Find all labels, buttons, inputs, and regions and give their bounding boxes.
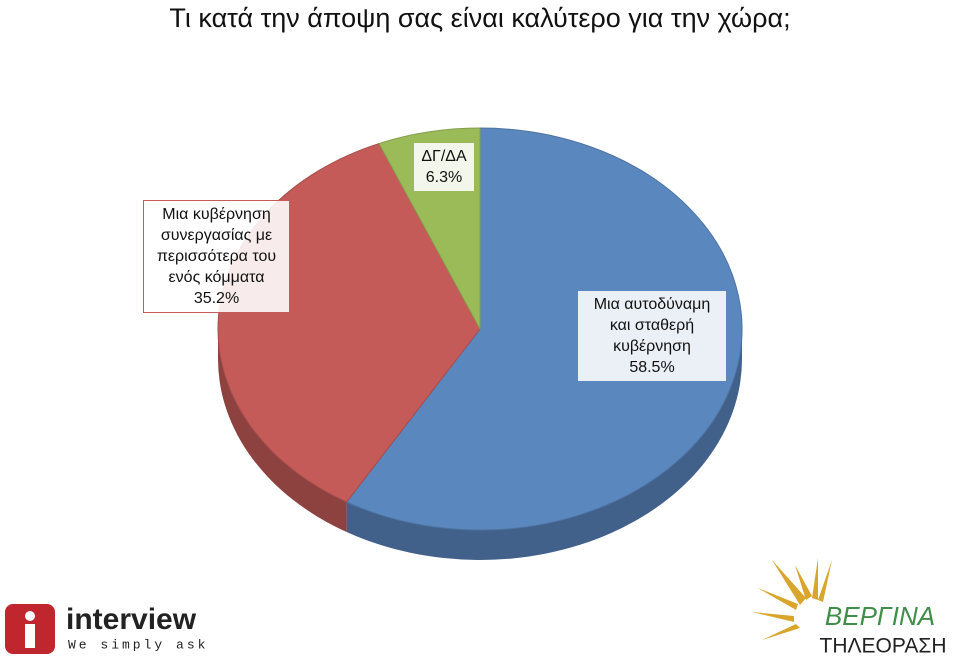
- vergina-logo: ΒΕΡΓΙΝΑ ΤΗΛΕΟΡΑΣΗ: [752, 558, 946, 658]
- slice-side: [218, 329, 347, 533]
- logo-sub: ΤΗΛΕΟΡΑΣΗ: [820, 635, 947, 658]
- label-value: 58.5%: [629, 359, 675, 376]
- interview-logo: interview We simply ask: [5, 603, 208, 654]
- sun-rays: [752, 558, 832, 640]
- label-value: 35.2%: [193, 290, 240, 307]
- chart-title: Τι κατά την άποψη σας είναι καλύτερο για…: [169, 3, 790, 33]
- label-category: ΔΓ/ΔΑ: [421, 148, 467, 165]
- logo-slogan: We simply ask: [68, 637, 208, 652]
- label-category: Μια αυτοδύναμη και σταθερή κυβέρνηση: [593, 296, 711, 355]
- logo-name: interview: [66, 603, 197, 636]
- logo-name: ΒΕΡΓΙΝΑ: [825, 601, 935, 631]
- slice: [345, 127, 743, 531]
- data-label: Μια αυτοδύναμη και σταθερή κυβέρνηση 58.5…: [577, 290, 727, 382]
- data-label: ΔΓ/ΔΑ 6.3%: [413, 142, 475, 192]
- label-category: Μια κυβέρνηση συνεργασίας με περισσότερα…: [156, 206, 277, 286]
- logo-icon-dot: [25, 611, 35, 621]
- data-label: Μια κυβέρνηση συνεργασίας με περισσότερα…: [143, 200, 290, 313]
- slice-side: [346, 329, 742, 561]
- logo-icon-bar: [25, 624, 35, 648]
- label-value: 6.3%: [425, 169, 463, 186]
